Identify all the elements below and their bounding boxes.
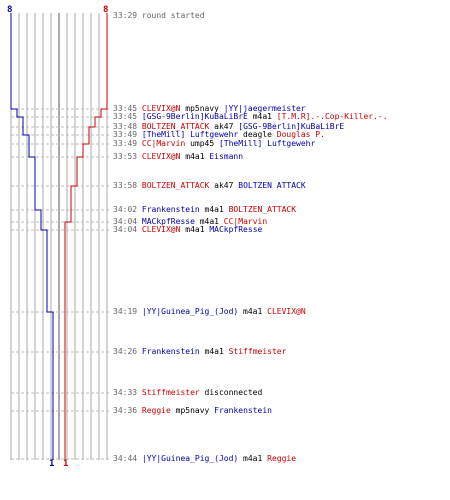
event-weapon: mp5navy (170, 406, 215, 415)
event-time: 34:36 (113, 406, 142, 415)
player-name: CC|Marvin (223, 217, 268, 226)
player-name: |YY|jaegermeister (223, 104, 306, 113)
event-weapon: m4a1 (238, 454, 268, 463)
event-weapon: m4a1 (199, 205, 229, 214)
event-time: 33:58 (113, 181, 142, 190)
event-row: 33:48 BOLTZEN_ATTACK ak47 [GSG-9Berlin]K… (113, 123, 344, 131)
event-time: 34:04 (113, 217, 142, 226)
event-weapon: m4a1 (180, 225, 210, 234)
player-name: |YY|Guinea_Pig_(Jod) (141, 307, 239, 316)
player-name: CLEVIX@N (141, 152, 181, 161)
event-row: 33:49 [TheMill] Luftgewehr deagle Dougla… (113, 131, 325, 139)
event-time: 33:53 (113, 152, 142, 161)
event-row: 34:19 |YY|Guinea_Pig_(Jod) m4a1 CLEVIX@N (113, 308, 306, 316)
red-start-score: 8 (103, 5, 109, 15)
red-team-line (64, 13, 108, 460)
event-time: 33:45 (113, 112, 142, 121)
event-row: 34:04 MACkpfResse m4a1 CC|Marvin (113, 218, 267, 226)
event-row: 33:45 CLEVIX@N mp5navy |YY|jaegermeister (113, 105, 306, 113)
event-weapon: deagle (238, 130, 277, 139)
event-time: 33:49 (113, 130, 142, 139)
event-weapon: mp5navy (180, 104, 224, 113)
player-name: Frankenstein (141, 347, 200, 356)
event-time: 34:02 (113, 205, 142, 214)
event-row: 33:58 BOLTZEN_ATTACK ak47 BOLTZEN ATTACK (113, 182, 306, 190)
player-name: [GSG-9Berlin]KuBaLiBrE (238, 122, 345, 131)
event-time: 33:49 (113, 139, 142, 148)
player-name: Stiffmeister (141, 388, 200, 397)
player-name: Frankenstein (214, 406, 272, 415)
player-name: [T.M.R].-.Cop-Killer.-. (276, 112, 388, 121)
event-weapon: m4a1 (194, 217, 224, 226)
event-weapon: m4a1 (199, 347, 229, 356)
player-name: MACkpfResse (141, 217, 195, 226)
event-row: 34:36 Reggie mp5navy Frankenstein (113, 407, 272, 415)
player-name: CC|Marvin (141, 139, 186, 148)
event-time: 33:45 (113, 104, 142, 113)
event-row: 34:26 Frankenstein m4a1 Stiffmeister (113, 348, 286, 356)
event-time: 34:26 (113, 347, 142, 356)
player-name: Stiffmeister (228, 347, 287, 356)
player-name: CLEVIX@N (141, 225, 181, 234)
event-weapon: m4a1 (180, 152, 210, 161)
event-weapon: m4a1 (247, 112, 277, 121)
player-name: CLEVIX@N (141, 104, 181, 113)
player-name: BOLTZEN_ATTACK (141, 181, 210, 190)
player-name: BOLTZEN_ATTACK (141, 122, 210, 131)
event-time: 34:44 (113, 454, 142, 463)
player-name: Eismann (209, 152, 244, 161)
blue-start-score: 8 (7, 5, 13, 15)
event-time: 33:29 (113, 11, 142, 20)
event-weapon: ak47 (209, 122, 239, 131)
event-status: round started (141, 11, 205, 20)
player-name: Douglas P. (276, 130, 325, 139)
event-weapon: disconnected (199, 388, 263, 397)
event-row: 34:44 |YY|Guinea_Pig_(Jod) m4a1 Reggie (113, 455, 296, 463)
event-time: 33:48 (113, 122, 142, 131)
player-name: MACkpfResse (209, 225, 263, 234)
player-name: Reggie (141, 406, 171, 415)
event-row: 33:53 CLEVIX@N m4a1 Eismann (113, 153, 243, 161)
player-name: [GSG-9Berlin]KuBaLiBrE (141, 112, 248, 121)
blue-team-line (10, 13, 54, 460)
player-name: [TheMill] Luftgewehr (218, 139, 316, 148)
player-name: BOLTZEN ATTACK (238, 181, 306, 190)
event-weapon: ak47 (209, 181, 239, 190)
player-name: Reggie (267, 454, 297, 463)
player-name: CLEVIX@N (267, 307, 306, 316)
event-time: 34:19 (113, 307, 142, 316)
player-name: Frankenstein (141, 205, 200, 214)
event-time: 34:33 (113, 388, 142, 397)
player-name: |YY|Guinea_Pig_(Jod) (141, 454, 239, 463)
event-row: 33:49 CC|Marvin ump45 [TheMill] Luftgewe… (113, 140, 315, 148)
event-row: 34:33 Stiffmeister disconnected (113, 389, 262, 397)
player-name: [TheMill] Luftgewehr (141, 130, 239, 139)
player-name: BOLTZEN_ATTACK (228, 205, 297, 214)
event-row: 33:29 round started (113, 12, 205, 20)
event-row: 34:02 Frankenstein m4a1 BOLTZEN_ATTACK (113, 206, 296, 214)
event-row: 34:04 CLEVIX@N m4a1 MACkpfResse (113, 226, 262, 234)
event-weapon: ump45 (185, 139, 219, 148)
event-row: 33:45 [GSG-9Berlin]KuBaLiBrE m4a1 [T.M.R… (113, 113, 388, 121)
event-time: 34:04 (113, 225, 142, 234)
event-weapon: m4a1 (238, 307, 268, 316)
red-end-score: 1 (63, 459, 69, 469)
blue-end-score: 1 (49, 459, 55, 469)
